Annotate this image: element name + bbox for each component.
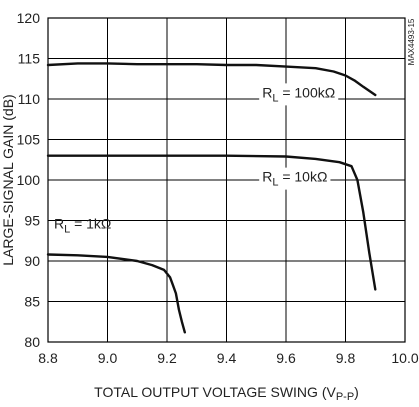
series-label-1k-main: R [54, 216, 64, 232]
y-tick-label: 95 [24, 213, 40, 229]
y-tick-label: 100 [17, 172, 41, 188]
series-label-100k-main: R [262, 84, 272, 100]
series-label-1k-sub: L [64, 224, 70, 236]
series-label-background [259, 167, 331, 190]
series-layer [46, 62, 377, 334]
x-tick-label: 9.0 [98, 350, 118, 366]
series-label-100k-rest: = 100kΩ [278, 84, 335, 100]
x-axis-title: TOTAL OUTPUT VOLTAGE SWING (VP-P) [94, 384, 359, 403]
grid [48, 18, 405, 342]
y-axis-title: LARGE-SIGNAL GAIN (dB) [0, 94, 16, 265]
series-line-10k [46, 154, 377, 291]
y-tick-label: 105 [17, 132, 41, 148]
x-tick-label: 10.0 [391, 350, 418, 366]
x-axis-title-sub: P-P [336, 391, 354, 403]
y-tick-label: 110 [18, 91, 41, 107]
series-line-100k [46, 62, 377, 97]
series-label-1k-rest: = 1kΩ [70, 216, 111, 232]
x-axis-title-main: TOTAL OUTPUT VOLTAGE SWING (V [94, 384, 336, 400]
series-line-1k [46, 253, 187, 334]
tick-labels: 8.8 9.0 9.2 9.4 9.6 9.8 10.0 80 85 90 95 100 105 110 1… [17, 10, 419, 366]
figure-id: MAX4493-15 [407, 18, 416, 65]
y-tick-label: 80 [24, 334, 40, 350]
series-label-100k: RL = 100kΩ [262, 84, 335, 104]
series-label-1k: RL = 1kΩ [54, 216, 111, 236]
plot-frame [47, 17, 406, 343]
series-label-10k-main: R [262, 169, 272, 185]
x-tick-label: 8.8 [38, 350, 58, 366]
y-tick-label: 120 [17, 10, 41, 26]
x-tick-label: 9.6 [276, 350, 296, 366]
y-tick-label: 90 [24, 253, 40, 269]
series-label-100k-sub: L [272, 92, 278, 104]
series-label-background [259, 83, 339, 106]
x-axis-title-close: ) [354, 384, 359, 400]
x-tick-label: 9.8 [336, 350, 356, 366]
series-label-10k-rest: = 10kΩ [278, 169, 327, 185]
series-label-10k: RL = 10kΩ [262, 169, 327, 189]
y-tick-label: 85 [24, 294, 40, 310]
x-tick-label: 9.4 [217, 350, 237, 366]
x-tick-label: 9.2 [157, 350, 177, 366]
series-label-10k-sub: L [272, 177, 278, 189]
y-tick-label: 115 [18, 51, 41, 67]
